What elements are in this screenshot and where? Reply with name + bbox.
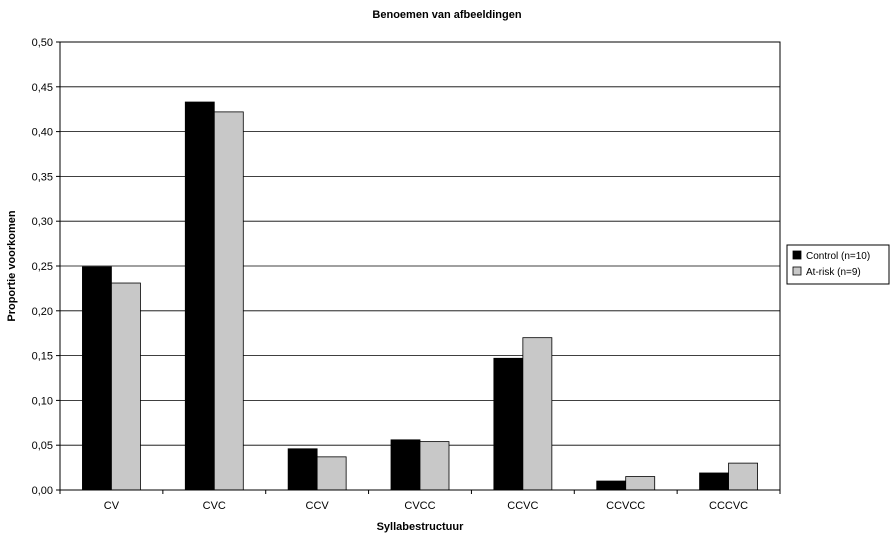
legend-swatch <box>792 250 802 260</box>
x-tick-label: CCVC <box>507 500 538 512</box>
y-tick-label: 0,25 <box>32 261 53 273</box>
bar-at-risk <box>522 337 553 491</box>
legend-entry: At-risk (n=9) <box>806 267 861 278</box>
bar-at-risk <box>728 462 758 491</box>
y-tick-label: 0,10 <box>32 395 53 407</box>
y-tick-label: 0,35 <box>32 171 53 183</box>
y-tick-label: 0,15 <box>32 351 53 363</box>
y-tick-label: 0,00 <box>32 485 53 497</box>
x-tick-label: CCCVC <box>709 500 748 512</box>
y-axis-title: Proportie voorkomen <box>6 210 18 322</box>
bar-at-risk <box>625 476 656 491</box>
legend-swatch <box>792 266 802 276</box>
x-tick-label: CVC <box>203 500 226 512</box>
bar-control <box>699 472 729 491</box>
chart-title: Benoemen van afbeeldingen <box>372 9 521 21</box>
y-tick-label: 0,45 <box>32 82 53 94</box>
bar-control <box>82 266 112 491</box>
bar-control <box>390 439 421 491</box>
bar-control <box>184 101 215 491</box>
x-tick-label: CCV <box>306 500 330 512</box>
x-tick-label: CVCC <box>404 500 435 512</box>
bar-at-risk <box>316 456 347 491</box>
y-tick-label: 0,20 <box>32 306 53 318</box>
bars <box>82 101 758 491</box>
bar-at-risk <box>111 282 141 491</box>
bar-control <box>287 448 318 491</box>
y-axis-ticks: 0,00 0,05 0,10 0,15 0,20 0,25 0,30 0,35 0,40 0,45… <box>32 37 60 497</box>
bar-control <box>596 480 627 491</box>
y-tick-label: 0,30 <box>32 216 53 228</box>
bar-at-risk <box>419 441 450 491</box>
bar-at-risk <box>213 111 244 491</box>
x-tick-label: CV <box>104 500 120 512</box>
y-tick-label: 0,40 <box>32 127 53 139</box>
legend-box <box>786 244 890 285</box>
x-axis-ticks: CV CVC CCV CVCC CCVC CCVCC CCCVC <box>59 490 781 512</box>
legend: Control (n=10) At-risk (n=9) <box>786 244 890 285</box>
bar-control <box>493 357 524 491</box>
x-tick-label: CCVCC <box>606 500 645 512</box>
gridlines <box>60 86 780 446</box>
legend-entry: Control (n=10) <box>806 251 870 262</box>
x-axis-title: Syllabestructuur <box>377 521 465 533</box>
y-tick-label: 0,05 <box>32 440 53 452</box>
y-tick-label: 0,50 <box>32 37 53 49</box>
